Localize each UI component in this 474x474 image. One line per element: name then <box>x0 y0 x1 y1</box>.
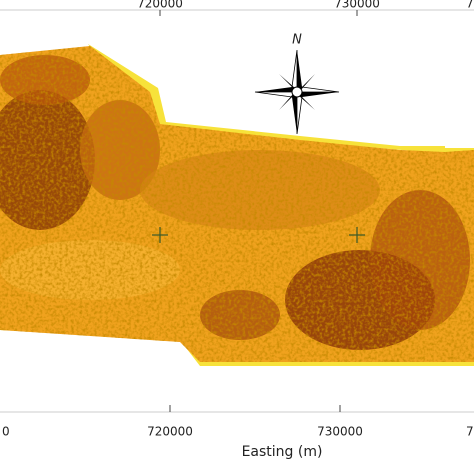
north-label: N <box>292 33 302 48</box>
axis-title: Easting (m) <box>242 444 323 460</box>
top-tick-label: 7 <box>466 0 474 11</box>
bottom-tick-label: 730000 <box>317 425 363 439</box>
survey-raster <box>0 40 474 366</box>
grid-cross <box>152 227 365 243</box>
top-tick-label: 720000 <box>137 0 183 11</box>
bottom-tick-label: 7 <box>466 425 474 439</box>
north-arrow <box>254 49 340 135</box>
bottom-tick-label: 720000 <box>147 425 193 439</box>
bottom-tick-label: 0 <box>2 425 10 439</box>
top-tick-label: 730000 <box>334 0 380 11</box>
